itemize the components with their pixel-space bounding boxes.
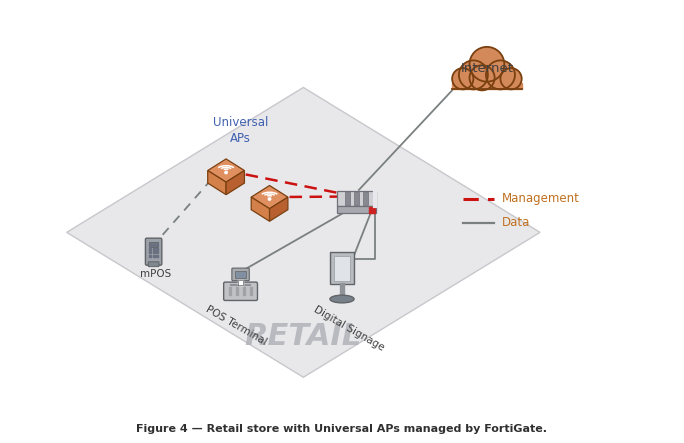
- FancyBboxPatch shape: [149, 242, 159, 247]
- Circle shape: [486, 60, 515, 89]
- FancyBboxPatch shape: [232, 268, 249, 281]
- FancyBboxPatch shape: [334, 256, 350, 281]
- Text: mPOS: mPOS: [140, 268, 172, 279]
- Circle shape: [469, 65, 495, 90]
- Text: Data: Data: [501, 216, 530, 229]
- FancyBboxPatch shape: [146, 238, 162, 265]
- Text: RETAIL: RETAIL: [245, 322, 362, 351]
- Circle shape: [452, 68, 473, 89]
- FancyBboxPatch shape: [354, 192, 359, 205]
- FancyBboxPatch shape: [330, 252, 354, 284]
- Polygon shape: [337, 191, 376, 206]
- Polygon shape: [269, 197, 288, 221]
- Ellipse shape: [330, 295, 354, 303]
- Polygon shape: [337, 206, 376, 213]
- Polygon shape: [340, 283, 344, 299]
- Text: Internet: Internet: [460, 62, 514, 74]
- FancyBboxPatch shape: [363, 192, 368, 205]
- Circle shape: [225, 171, 227, 174]
- Text: POS Terminal: POS Terminal: [204, 304, 268, 347]
- Polygon shape: [237, 280, 244, 284]
- Polygon shape: [452, 83, 522, 89]
- Polygon shape: [208, 171, 226, 194]
- FancyBboxPatch shape: [148, 262, 159, 267]
- Text: Management: Management: [501, 192, 579, 205]
- Circle shape: [459, 60, 488, 89]
- Circle shape: [268, 198, 271, 200]
- Circle shape: [501, 68, 522, 89]
- FancyBboxPatch shape: [224, 282, 257, 300]
- Text: Universal
APs: Universal APs: [213, 117, 268, 145]
- Text: Digital Signage: Digital Signage: [313, 305, 386, 353]
- Text: Figure 4 — Retail store with Universal APs managed by FortiGate.: Figure 4 — Retail store with Universal A…: [137, 424, 547, 434]
- Polygon shape: [251, 186, 288, 209]
- FancyBboxPatch shape: [235, 271, 246, 278]
- FancyBboxPatch shape: [345, 192, 350, 205]
- Polygon shape: [226, 171, 244, 194]
- Polygon shape: [208, 159, 244, 182]
- Polygon shape: [251, 197, 269, 221]
- Polygon shape: [66, 87, 540, 377]
- Circle shape: [469, 47, 504, 82]
